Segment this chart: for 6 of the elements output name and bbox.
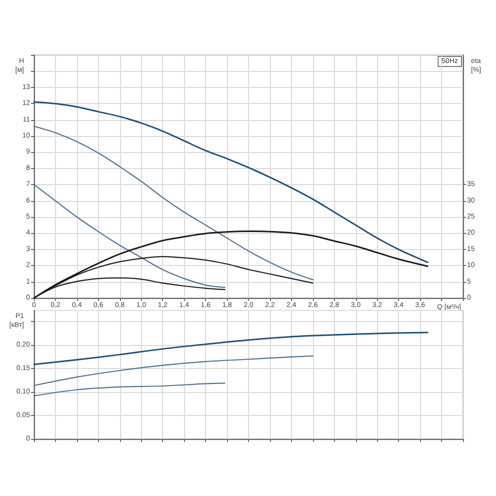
line-series [33, 355, 314, 386]
line-series [33, 126, 314, 280]
line-series [33, 332, 428, 366]
line-series [33, 184, 226, 288]
line-series [33, 382, 226, 396]
line-series [33, 101, 428, 264]
